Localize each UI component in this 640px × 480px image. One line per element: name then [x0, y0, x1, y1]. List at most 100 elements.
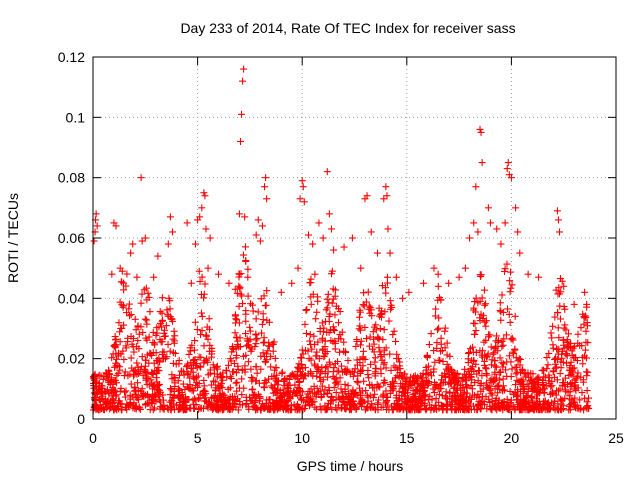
- scatter-point: [180, 403, 188, 411]
- data-point: [470, 219, 478, 227]
- scatter-point: [557, 395, 565, 403]
- scatter-point: [366, 333, 374, 341]
- scatter-point: [249, 391, 257, 399]
- scatter-point: [135, 403, 143, 411]
- scatter-point: [579, 360, 587, 368]
- scatter-point: [492, 363, 500, 371]
- scatter-point: [174, 377, 182, 385]
- scatter-point: [349, 372, 357, 380]
- scatter-point: [166, 385, 174, 393]
- scatter-point: [443, 401, 451, 409]
- data-point: [225, 279, 233, 287]
- scatter-point: [162, 322, 170, 330]
- scatter-point: [230, 400, 238, 408]
- scatter-point: [330, 364, 338, 372]
- data-point: [277, 288, 285, 296]
- scatter-point: [263, 350, 271, 358]
- scatter-point: [382, 399, 390, 407]
- scatter-point: [462, 381, 470, 389]
- scatter-point: [511, 389, 519, 397]
- scatter-point: [566, 406, 574, 414]
- scatter-point: [464, 359, 472, 367]
- scatter-point: [233, 289, 241, 297]
- data-point: [384, 225, 392, 233]
- scatter-point: [306, 337, 314, 345]
- scatter-point: [115, 319, 123, 327]
- scatter-point: [478, 392, 486, 400]
- scatter-point: [386, 389, 394, 397]
- x-axis-label: GPS time / hours: [297, 458, 404, 474]
- scatter-point: [315, 366, 323, 374]
- scatter-point: [184, 370, 192, 378]
- scatter-point: [102, 369, 110, 377]
- scatter-point: [498, 359, 506, 367]
- scatter-point: [571, 385, 579, 393]
- scatter-point: [135, 370, 143, 378]
- data-point: [256, 237, 264, 245]
- scatter-point: [470, 304, 478, 312]
- scatter-point: [229, 403, 237, 411]
- scatter-point: [477, 387, 485, 395]
- grid-lines: [93, 57, 616, 419]
- scatter-point: [468, 366, 476, 374]
- scatter-point: [546, 405, 554, 413]
- data-point: [581, 288, 589, 296]
- scatter-point: [433, 406, 441, 414]
- scatter-point: [186, 384, 194, 392]
- scatter-point: [441, 344, 449, 352]
- data-point: [141, 234, 149, 242]
- scatter-point: [389, 384, 397, 392]
- scatter-point: [411, 401, 419, 409]
- scatter-point: [519, 399, 527, 407]
- scatter-point: [111, 333, 119, 341]
- scatter-point: [163, 306, 171, 314]
- scatter-point: [558, 354, 566, 362]
- scatter-point: [116, 328, 124, 336]
- scatter-point: [510, 391, 518, 399]
- scatter-point: [168, 403, 176, 411]
- scatter-point: [122, 387, 130, 395]
- scatter-point: [522, 393, 530, 401]
- scatter-point: [499, 375, 507, 383]
- scatter-point: [305, 398, 313, 406]
- scatter-point: [207, 404, 215, 412]
- scatter-point: [200, 342, 208, 350]
- scatter-point: [289, 392, 297, 400]
- scatter-point: [533, 401, 541, 409]
- scatter-point: [497, 316, 505, 324]
- scatter-point: [250, 392, 258, 400]
- scatter-point: [559, 379, 567, 387]
- scatter-point: [401, 397, 409, 405]
- scatter-point: [506, 318, 514, 326]
- data-point: [150, 273, 158, 281]
- scatter-point: [141, 315, 149, 323]
- scatter-point: [560, 324, 568, 332]
- scatter-point: [102, 388, 110, 396]
- scatter-point: [480, 357, 488, 365]
- scatter-point: [279, 386, 287, 394]
- data-point: [319, 234, 327, 242]
- scatter-point: [376, 324, 384, 332]
- scatter-point: [146, 406, 154, 414]
- scatter-point: [200, 382, 208, 390]
- scatter-point: [349, 397, 357, 405]
- scatter-point: [567, 358, 575, 366]
- scatter-point: [330, 384, 338, 392]
- scatter-point: [393, 350, 401, 358]
- axis-ticks: 0 0.02 0.04 0.06 0.08 0.1 0.12 0 5 10 15 20 25: [58, 49, 624, 446]
- scatter-point: [460, 388, 468, 396]
- data-point: [583, 300, 591, 308]
- data-point: [315, 219, 323, 227]
- scatter-point: [377, 403, 385, 411]
- scatter-point: [236, 285, 244, 293]
- scatter-point: [389, 406, 397, 414]
- scatter-point: [196, 278, 204, 286]
- scatter-point: [197, 309, 205, 317]
- scatter-point: [228, 393, 236, 401]
- data-point: [296, 195, 304, 203]
- scatter-point: [323, 304, 331, 312]
- scatter-point: [239, 352, 247, 360]
- scatter-point: [323, 295, 331, 303]
- scatter-point: [582, 338, 590, 346]
- scatter-point: [386, 305, 394, 313]
